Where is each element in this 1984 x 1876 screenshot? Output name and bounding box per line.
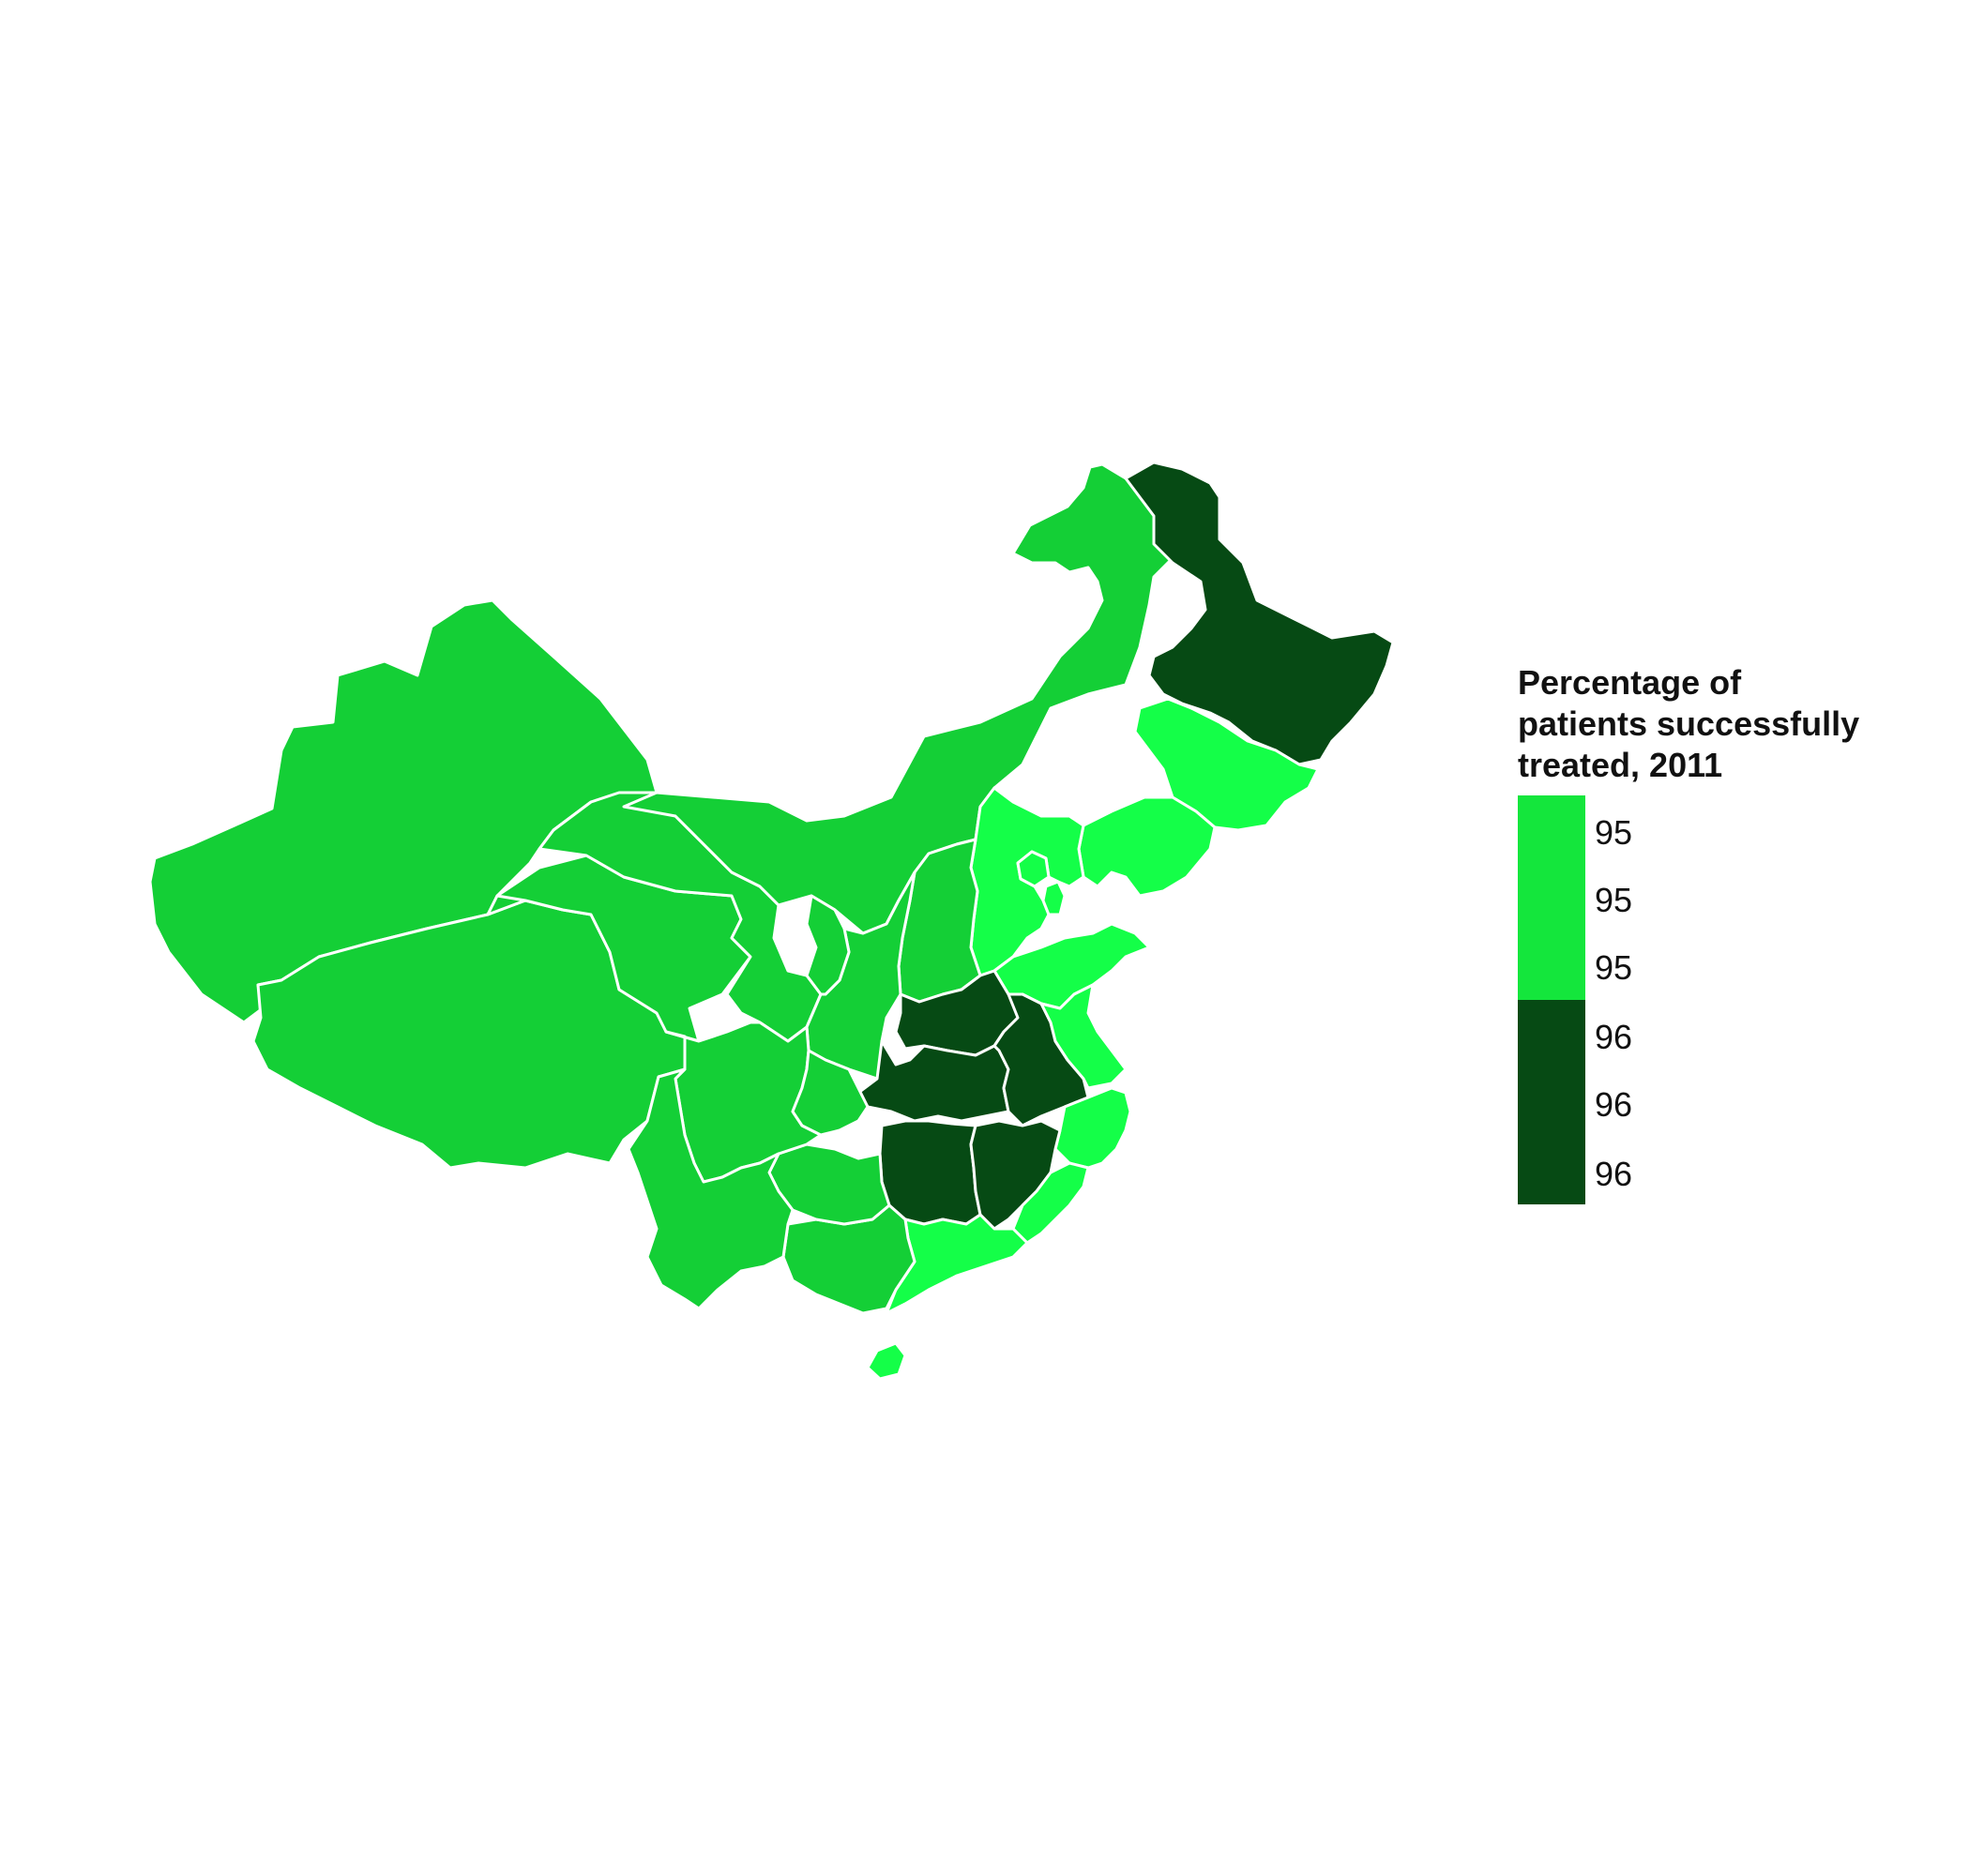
- region-jilin: [1133, 697, 1320, 832]
- region-yunnan: [627, 1067, 795, 1310]
- legend-title: Percentage of patients successfully trea…: [1518, 662, 1912, 786]
- legend-swatch-95: [1518, 795, 1585, 1000]
- region-hainan: [866, 1341, 907, 1381]
- region-ningxia: [805, 894, 851, 996]
- legend-color-bar: 95 95 95 96 96 96: [1518, 795, 1912, 1204]
- legend-title-line-2: patients successfully: [1518, 704, 1860, 743]
- legend-title-line-1: Percentage of: [1518, 663, 1742, 702]
- region-fujian: [1011, 1161, 1090, 1245]
- region-liaoning: [1077, 795, 1217, 898]
- legend-tick-6: 96: [1595, 1155, 1633, 1193]
- province-regions: [148, 461, 1395, 1381]
- region-hubei: [856, 1039, 1010, 1123]
- legend-title-line-3: treated, 2011: [1518, 746, 1723, 784]
- region-chongqing: [791, 1049, 870, 1137]
- legend-tick-5: 96: [1595, 1085, 1633, 1124]
- legend: Percentage of patients successfully trea…: [1518, 662, 1912, 1204]
- legend-tick-4: 96: [1595, 1018, 1633, 1056]
- legend-swatch-96: [1518, 1000, 1585, 1204]
- legend-tick-2: 95: [1595, 881, 1633, 919]
- legend-tick-3: 95: [1595, 948, 1633, 987]
- region-beijing: [1016, 850, 1051, 888]
- region-tianjin: [1041, 880, 1067, 916]
- region-jiangsu: [1039, 983, 1128, 1090]
- legend-tick-1: 95: [1595, 813, 1633, 852]
